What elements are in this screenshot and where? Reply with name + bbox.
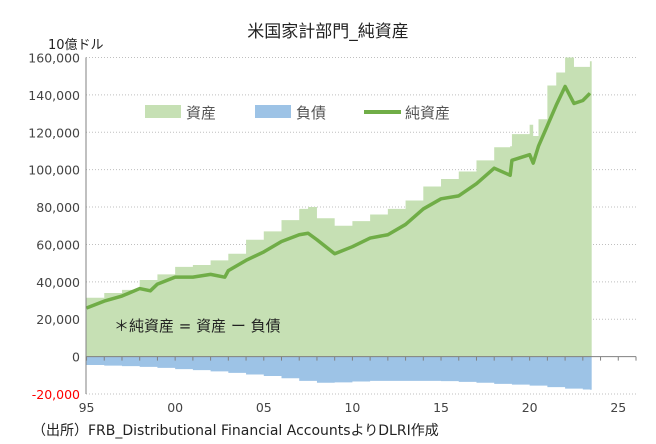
net-worth-point <box>210 273 212 275</box>
y-tick-label: -20,000 <box>32 387 80 402</box>
net-worth-point <box>573 102 575 104</box>
y-tick-label: 140,000 <box>28 88 80 103</box>
net-worth-point <box>475 183 477 185</box>
net-worth-point <box>405 223 407 225</box>
net-worth-point <box>387 234 389 236</box>
y-tick-label: 40,000 <box>36 275 80 290</box>
net-worth-point <box>564 85 566 87</box>
net-worth-point <box>589 92 591 94</box>
net-worth-point <box>493 167 495 169</box>
net-worth-point <box>582 99 584 101</box>
x-tick-label: 05 <box>256 400 272 415</box>
y-tick-label: 160,000 <box>28 51 80 66</box>
net-worth-point <box>298 234 300 236</box>
net-worth-point <box>351 246 353 248</box>
net-worth-point <box>316 239 318 241</box>
net-worth-point <box>538 145 540 147</box>
y-tick-label: 100,000 <box>28 163 80 178</box>
net-worth-point <box>121 295 123 297</box>
net-worth-point <box>227 270 229 272</box>
net-worth-point <box>334 253 336 255</box>
net-worth-point <box>509 174 511 176</box>
y-tick-label: 20,000 <box>36 312 80 327</box>
source-note: （出所）FRB_Distributional Financial Account… <box>32 423 439 439</box>
x-tick-label: 20 <box>522 400 538 415</box>
net-worth-point <box>103 300 105 302</box>
net-worth-point <box>511 159 513 161</box>
y-tick-label: 120,000 <box>28 125 80 140</box>
net-worth-point <box>422 208 424 210</box>
chart-title: 米国家計部門_純資産 <box>247 22 409 42</box>
net-worth-point <box>174 276 176 278</box>
net-worth-point <box>245 259 247 261</box>
net-worth-point <box>555 104 557 106</box>
y-tick-label: 80,000 <box>36 200 80 215</box>
y-tick-label: 60,000 <box>36 237 80 252</box>
net-worth-line <box>85 84 592 310</box>
net-worth-point <box>192 276 194 278</box>
x-tick-label: 10 <box>344 400 360 415</box>
net-worth-point <box>139 288 141 290</box>
liabilities-area <box>86 356 592 390</box>
annotation: ＊純資産 = 資産 ー 負債 <box>114 317 281 335</box>
net-worth-point <box>224 276 226 278</box>
net-worth-point <box>369 237 371 239</box>
net-worth-point <box>281 240 283 242</box>
net-worth-point <box>440 198 442 200</box>
net-worth-point <box>263 251 265 253</box>
net-worth-point <box>546 125 548 127</box>
legend-label-assets: 資産 <box>186 104 216 122</box>
net-worth-point <box>529 154 531 156</box>
x-tick-label: 15 <box>433 400 449 415</box>
x-tick-label: 95 <box>79 400 95 415</box>
net-worth-point <box>532 162 534 164</box>
net-worth-point <box>458 195 460 197</box>
legend-label-net-worth: 純資産 <box>405 104 450 122</box>
legend-label-liabilities: 負債 <box>296 104 326 122</box>
y-axis-unit: 10億ドル <box>48 38 104 53</box>
net-worth-point <box>156 283 158 285</box>
x-tick-label: 25 <box>610 400 626 415</box>
assets-area <box>86 57 592 357</box>
net-worth-point <box>149 290 151 292</box>
net-worth-point <box>307 232 309 234</box>
y-tick-label: 0 <box>72 350 80 365</box>
legend-swatch-assets <box>145 105 181 118</box>
legend-swatch-liabilities <box>255 105 291 118</box>
x-tick-label: 00 <box>167 400 183 415</box>
